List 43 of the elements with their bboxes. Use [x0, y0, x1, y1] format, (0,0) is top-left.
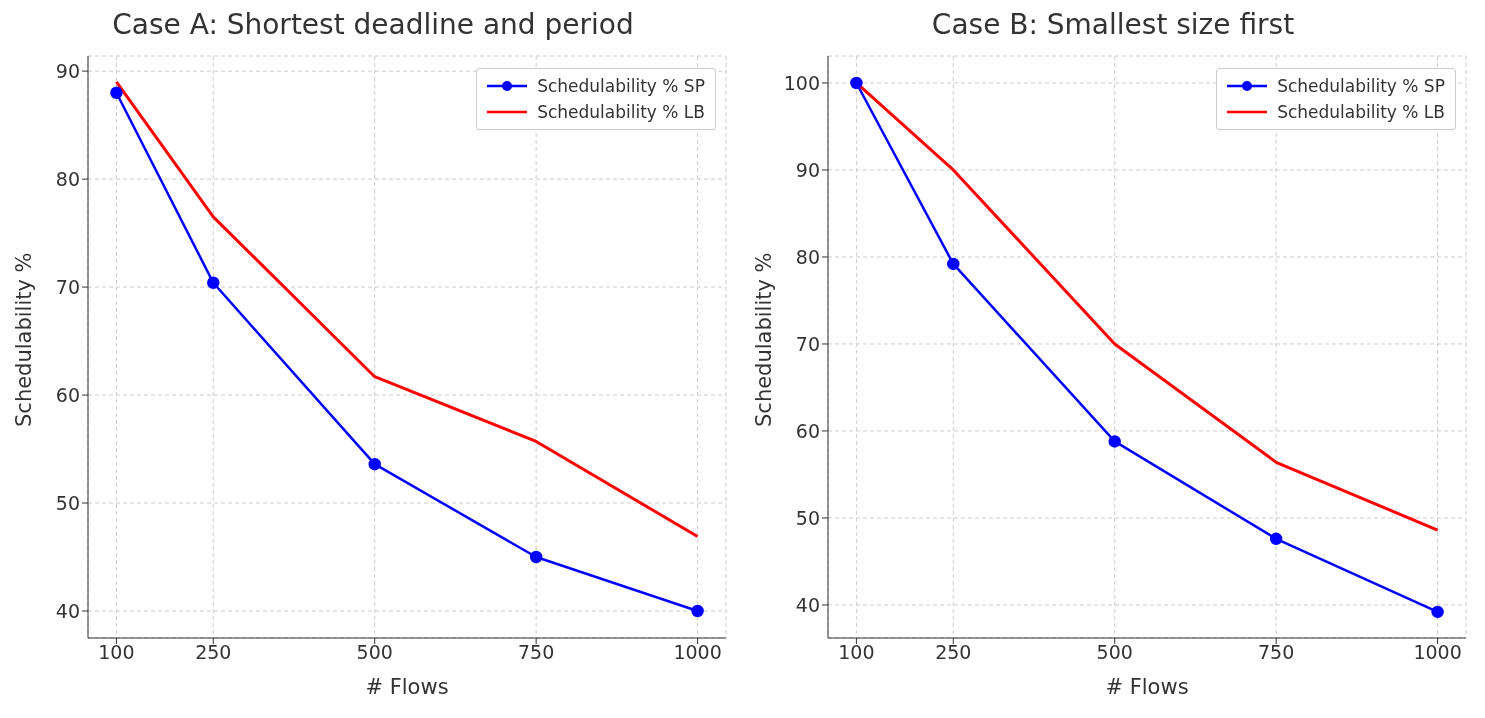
legend-label: Schedulability % LB: [1277, 102, 1445, 122]
x-tick-label: 1000: [673, 641, 722, 664]
x-tick-label: 250: [935, 641, 972, 664]
point: [110, 86, 123, 99]
point: [529, 550, 543, 564]
x-tick-label: 500: [356, 641, 393, 664]
y-tick-label: 90: [55, 59, 80, 82]
legend-label: Schedulability % SP: [1277, 76, 1445, 96]
y-tick-label: 90: [795, 158, 820, 181]
y-tick-label: 60: [55, 383, 80, 406]
x-tick-label: 750: [1258, 641, 1295, 664]
chart-title: Case A: Shortest deadline and period: [111, 8, 635, 43]
y-axis-title: Schedulability %: [12, 252, 37, 427]
x-tick-label: 750: [518, 641, 555, 664]
y-tick-label: 100: [783, 71, 820, 94]
y-tick-label: 50: [795, 506, 820, 529]
y-tick-label: 60: [795, 419, 820, 442]
y-tick-label: 40: [55, 599, 80, 622]
x-tick-label: 250: [195, 641, 232, 664]
point: [1269, 532, 1283, 546]
legend-label: Schedulability % LB: [537, 102, 705, 122]
y-tick-label: 40: [795, 593, 820, 616]
point: [1431, 605, 1444, 619]
x-tick-label: 1000: [1413, 641, 1462, 664]
x-tick-label: 500: [1096, 641, 1133, 664]
y-tick-label: 70: [55, 275, 80, 298]
y-tick-label: 80: [55, 167, 80, 190]
point: [691, 604, 704, 618]
point: [368, 457, 381, 471]
y-tick-label: 70: [795, 332, 820, 355]
chart-title: Case B: Smallest size first: [930, 8, 1296, 43]
y-tick-label: 80: [795, 245, 820, 268]
point: [850, 76, 863, 90]
y-tick-label: 50: [55, 491, 80, 514]
x-tick-label: 100: [838, 641, 875, 664]
point: [207, 276, 220, 289]
point: [1108, 435, 1121, 448]
x-axis-title: # Flows: [1105, 675, 1189, 699]
x-tick-label: 100: [98, 641, 135, 664]
y-axis-title: Schedulability %: [752, 252, 777, 427]
point: [947, 257, 960, 271]
x-axis-title: # Flows: [365, 675, 449, 699]
legend-label: Schedulability % SP: [537, 76, 705, 96]
